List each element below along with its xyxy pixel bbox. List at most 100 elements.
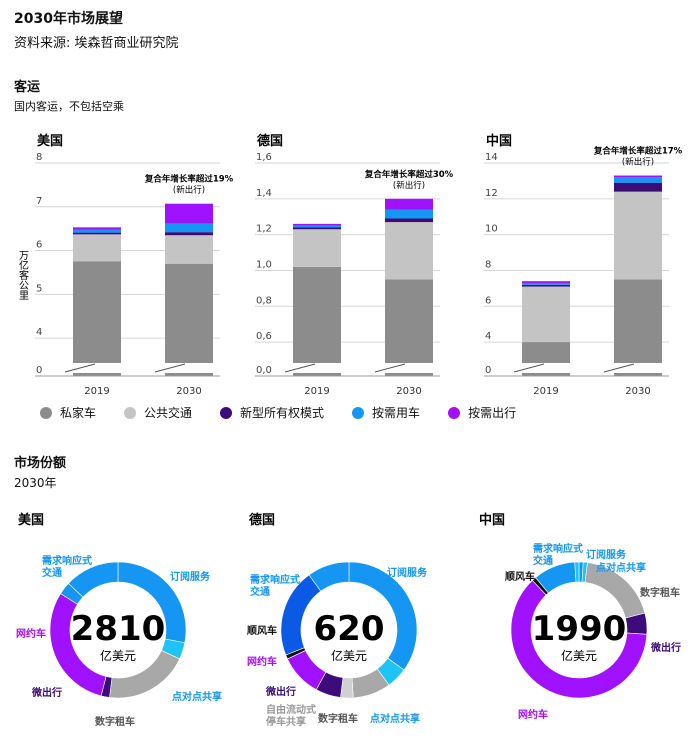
slice-label: 数字租车 (640, 586, 680, 599)
legend-item: 公共交通 (124, 404, 192, 421)
y-tick-label: 0 (485, 365, 491, 376)
donut-unit: 亿美元 (561, 648, 597, 663)
y-tick-label: 10 (485, 224, 498, 235)
slice-label: 点对点共享 (172, 690, 222, 703)
x-tick-label: 2019 (533, 386, 558, 397)
slice-label: 订阅服务 (586, 548, 627, 561)
annotation-sub: (新出行) (173, 185, 205, 196)
donut-unit: 亿美元 (331, 648, 367, 663)
axis-break-gap (63, 363, 220, 373)
bar-chart-3: 中国 0 4 6 8 10 12 14 2019 2030 复合年增长率超过17%(新出行) (484, 133, 683, 397)
annotation-sub: (新出行) (393, 180, 425, 191)
legend-item: 新型所有权模式 (220, 404, 324, 421)
section-title-passenger: 客运 (14, 80, 41, 95)
bar-segment (614, 175, 662, 178)
bar-segment (73, 229, 121, 233)
y-tick-label: 0 (36, 365, 42, 376)
slice-label: 微出行 (650, 641, 681, 654)
donut-charts: 美国2810亿美元订阅服务点对点共享数字租车微出行网约车需求响应式交通德国620… (16, 512, 681, 728)
annotation-text: 复合年增长率超过19% (144, 174, 234, 185)
annotation-text: 复合年增长率超过30% (364, 169, 454, 180)
donut-hole (71, 583, 165, 677)
axis-break-gap (512, 363, 669, 373)
slice-label: 自由流动式停车共享 (266, 703, 316, 728)
y-tick-label: 1,6 (256, 152, 272, 163)
bar-segment (614, 182, 662, 192)
y-axis-label: 万亿客公里 (17, 250, 29, 300)
legend-label: 新型所有权模式 (240, 406, 325, 420)
bar-segment (165, 203, 213, 224)
bar-segment (385, 209, 433, 219)
donut-slice (510, 580, 648, 699)
bar-segment (614, 279, 662, 376)
legend: 私家车 公共交通 新型所有权模式 按需用车 按需出行 (40, 404, 544, 421)
y-tick-label: 8 (485, 259, 491, 270)
chart-title: 中国 (479, 512, 505, 528)
y-tick-label: 5 (36, 283, 42, 294)
donut-hole (532, 583, 626, 677)
y-tick-label: 0,6 (256, 331, 272, 342)
x-tick-label: 2030 (625, 386, 650, 397)
slice-label: 数字租车 (95, 715, 135, 728)
chart-title: 中国 (486, 133, 512, 149)
donut-slice (308, 561, 350, 592)
bar-segment (522, 286, 570, 343)
x-tick-label: 2030 (176, 386, 201, 397)
slice-label: 订阅服务 (387, 566, 428, 579)
y-tick-label: 7 (36, 196, 42, 207)
legend-item: 按需出行 (448, 404, 516, 421)
slice-label: 网约车 (247, 655, 277, 668)
slice-label: 数字租车 (318, 712, 358, 725)
chart-title: 美国 (37, 133, 63, 149)
bar-segment (522, 284, 570, 287)
bar-chart-1: 美国 0 4 5 6 7 8 2019 2030 复合年增长率超过19%(新出行) (35, 133, 234, 397)
y-tick-label: 1,0 (256, 259, 272, 270)
section-title-market: 市场份额 (14, 456, 67, 471)
donut-total: 620 (314, 609, 385, 649)
legend-item: 按需用车 (352, 404, 420, 421)
y-tick-label: 8 (36, 152, 42, 163)
y-tick-label: 14 (485, 152, 498, 163)
bar-segment (165, 263, 213, 376)
slice-label: 点对点共享 (370, 712, 420, 725)
y-tick-label: 1,4 (256, 188, 272, 199)
slice-label: 顺风车 (505, 570, 535, 583)
x-tick-label: 2019 (84, 386, 109, 397)
donut-unit: 亿美元 (100, 648, 136, 663)
legend-swatch (124, 406, 137, 419)
donut-total: 2810 (71, 609, 166, 649)
donut-slice (68, 561, 119, 598)
slice-label: 需求响应式交通 (533, 542, 583, 567)
bar-segment (165, 235, 213, 264)
slice-label: 顺风车 (247, 624, 277, 637)
chart-title: 美国 (18, 512, 44, 528)
legend-label: 按需用车 (372, 406, 421, 420)
slice-label: 需求响应式交通 (250, 573, 300, 598)
slice-label: 点对点共享 (596, 561, 646, 574)
bar-segment (73, 261, 121, 376)
donut-hole (302, 583, 396, 677)
slice-label: 微出行 (31, 686, 62, 699)
axis-break-mark (154, 363, 186, 373)
legend-label: 按需出行 (468, 406, 517, 420)
bar-segment (73, 232, 121, 235)
slice-label: 微出行 (265, 685, 296, 698)
y-tick-label: 0,8 (256, 295, 272, 306)
bar-segment (73, 227, 121, 230)
bar-segment (293, 266, 341, 376)
bar-segment (73, 234, 121, 262)
chart-title: 德国 (249, 512, 275, 528)
legend-swatch (220, 406, 233, 419)
axis-break-mark (603, 363, 635, 373)
legend-label: 私家车 (60, 406, 97, 420)
bar-chart-2: 德国 0,0 0,6 0,8 1,0 1,2 1,4 1,6 2019 2030 复合年增长率超过3… (255, 133, 454, 397)
x-tick-label: 2030 (396, 386, 421, 397)
axis-break-gap (283, 363, 440, 373)
legend-swatch (352, 406, 365, 419)
axis-break-mark (374, 363, 406, 373)
bar-segment (385, 279, 433, 376)
legend-swatch (40, 406, 52, 419)
bar-segment (165, 232, 213, 236)
